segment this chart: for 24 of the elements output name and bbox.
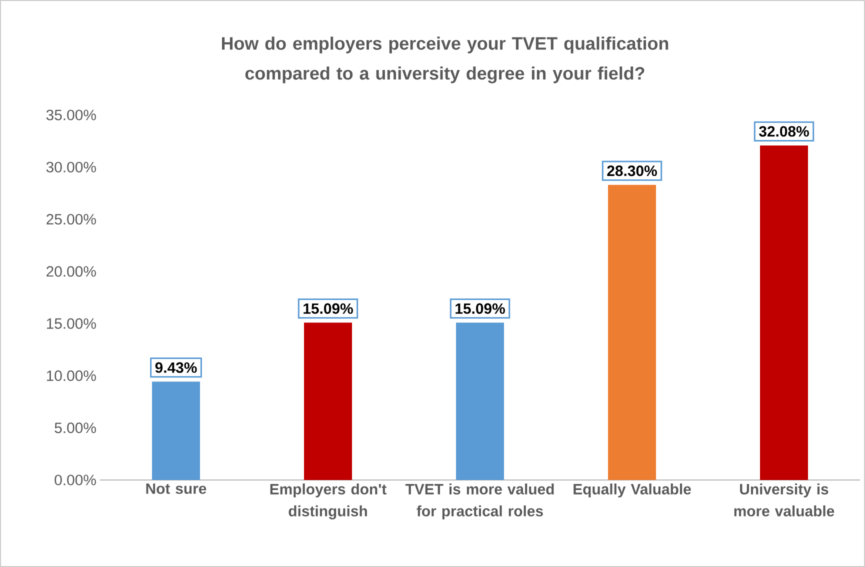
bar xyxy=(456,322,504,480)
y-tick-label: 0.00% xyxy=(54,474,96,486)
data-label: 28.30% xyxy=(607,166,657,176)
y-tick-label: 5.00% xyxy=(54,422,96,434)
chart-title: How do employers perceive your TVET qualification compared to a university degree in your field? xyxy=(222,36,668,84)
y-tick-label: 25.00% xyxy=(46,214,96,225)
y-tick-label: 20.00% xyxy=(46,266,96,277)
bar xyxy=(152,382,200,480)
x-tick-label: University is more valuable xyxy=(734,484,834,516)
x-tick-label: Equally Valuable xyxy=(574,484,691,498)
data-label: 15.09% xyxy=(456,303,505,314)
y-tick-label: 35.00% xyxy=(46,110,96,120)
y-tick-label: 15.00% xyxy=(46,318,96,329)
x-tick-label: Employers don't distinguish xyxy=(270,484,386,520)
x-tick-label: Not sure xyxy=(146,484,206,494)
x-tick-label: TVET is more valued for practical roles xyxy=(405,484,554,520)
bar xyxy=(608,184,656,480)
data-label: 15.09% xyxy=(304,303,353,314)
y-tick-label: 10.00% xyxy=(46,370,96,381)
bar xyxy=(760,145,808,480)
bar xyxy=(304,322,352,480)
data-label: 32.08% xyxy=(759,126,809,137)
data-label: 9.43% xyxy=(155,362,197,373)
y-tick-label: 30.00% xyxy=(46,162,96,172)
